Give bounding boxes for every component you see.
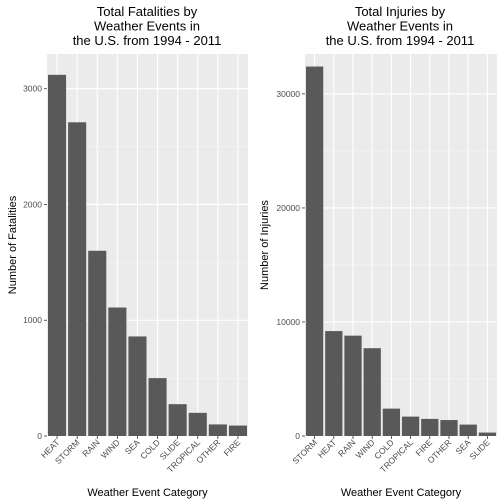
y-tick-label: 2000 [23, 199, 42, 209]
y-tick-label: 30000 [276, 89, 300, 99]
x-axis-title: Weather Event Category [341, 487, 462, 499]
bar-rain [88, 250, 107, 436]
bar-sea [459, 424, 477, 436]
bar-sea [128, 336, 147, 436]
x-tick-label: RAIN [80, 437, 101, 458]
y-tick-label: 1000 [23, 315, 42, 325]
bar-rain [344, 335, 362, 436]
bar-slide [168, 404, 187, 436]
x-tick-label: HEAT [316, 437, 339, 460]
chart-title-line: the U.S. from 1994 - 2011 [73, 33, 222, 48]
chart-title: Total Injuries by Weather Events in the U.… [326, 4, 475, 48]
bar-wind [108, 307, 127, 436]
bar-tropical [401, 416, 420, 436]
x-tick-label: WIND [354, 437, 377, 460]
y-tick-label: 0 [37, 431, 42, 441]
x-tick-label: COLD [138, 437, 162, 461]
bar-other [440, 420, 458, 436]
x-tick-label: RAIN [336, 437, 357, 458]
y-axis-title: Number of Fatalities [7, 195, 19, 294]
x-tick-label: FIRE [222, 437, 243, 458]
y-tick-label: 3000 [23, 84, 42, 94]
y-tick-label: 10000 [276, 317, 300, 327]
chart-title-line: Total Injuries by [355, 4, 446, 19]
x-tick-label: STORM [290, 437, 319, 466]
bar-storm [305, 66, 324, 437]
bar-heat [325, 331, 343, 436]
bar-other [208, 424, 227, 436]
y-tick-label: 20000 [276, 203, 300, 213]
bar-fire [228, 425, 247, 436]
bar-wind [363, 348, 381, 436]
bar-cold [148, 378, 167, 436]
bar-heat [48, 74, 67, 436]
bar-fire [421, 418, 439, 436]
x-tick-label: WIND [99, 437, 122, 460]
y-tick-label: 0 [295, 431, 300, 441]
x-axis-title: Weather Event Category [87, 487, 208, 499]
chart-title-line: Weather Events in [347, 19, 453, 34]
y-axis-title: Number of Injuries [259, 200, 271, 290]
x-tick-label: SLIDE [467, 437, 492, 462]
bar-slide [478, 432, 497, 436]
bar-storm [68, 122, 87, 436]
bar-cold [382, 408, 401, 436]
chart-title-line: the U.S. from 1994 - 2011 [326, 33, 475, 48]
chart-title-line: Total Fatalities by [97, 4, 198, 19]
chart-title: Total Fatalities by Weather Events in the … [73, 4, 222, 48]
chart-title-line: Weather Events in [94, 19, 200, 34]
bar-tropical [188, 412, 207, 436]
chart-panel-2: 0100002000030000STORMHEATRAINWINDCOLDTRO… [259, 4, 497, 499]
